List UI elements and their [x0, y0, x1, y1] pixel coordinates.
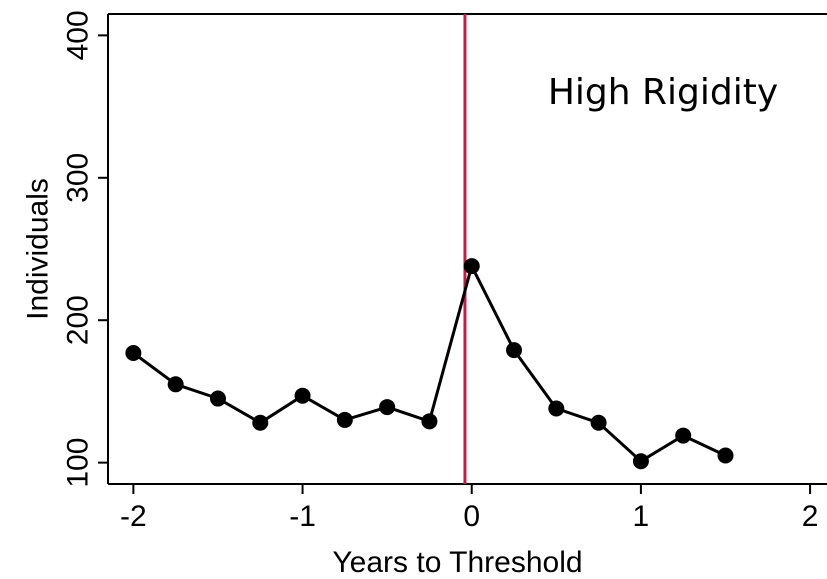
axes: -2 -1 0 1 2 100 200 300 400: [62, 10, 819, 533]
data-point: [548, 400, 565, 417]
data-point: [379, 399, 396, 416]
data-point: [421, 413, 438, 430]
data-point: [252, 414, 269, 431]
y-tick-label: 200: [62, 295, 95, 345]
series-line: [132, 264, 727, 463]
x-axis-title: Years to Threshold: [332, 546, 582, 579]
x-tick-label: 1: [633, 500, 650, 533]
data-point: [717, 447, 734, 464]
series-layer: [125, 258, 734, 470]
y-tick-label: 100: [62, 438, 95, 488]
annotation-label: High Rigidity: [548, 72, 778, 113]
y-axis-title: Individuals: [22, 178, 55, 320]
y-tick-label: 400: [62, 10, 95, 60]
data-point: [125, 344, 142, 361]
data-point: [167, 376, 184, 393]
data-point: [590, 414, 607, 431]
x-tick-label: 0: [463, 500, 480, 533]
data-point: [336, 411, 353, 428]
data-point: [209, 390, 226, 407]
x-tick-label: 2: [802, 500, 819, 533]
data-point: [294, 387, 311, 404]
plot-frame: [107, 13, 827, 485]
x-tick-label: -2: [120, 500, 147, 533]
data-point: [463, 258, 480, 275]
data-point: [675, 427, 692, 444]
y-tick-label: 300: [62, 153, 95, 203]
data-point: [506, 342, 523, 359]
x-tick-label: -1: [289, 500, 316, 533]
data-point: [632, 453, 649, 470]
